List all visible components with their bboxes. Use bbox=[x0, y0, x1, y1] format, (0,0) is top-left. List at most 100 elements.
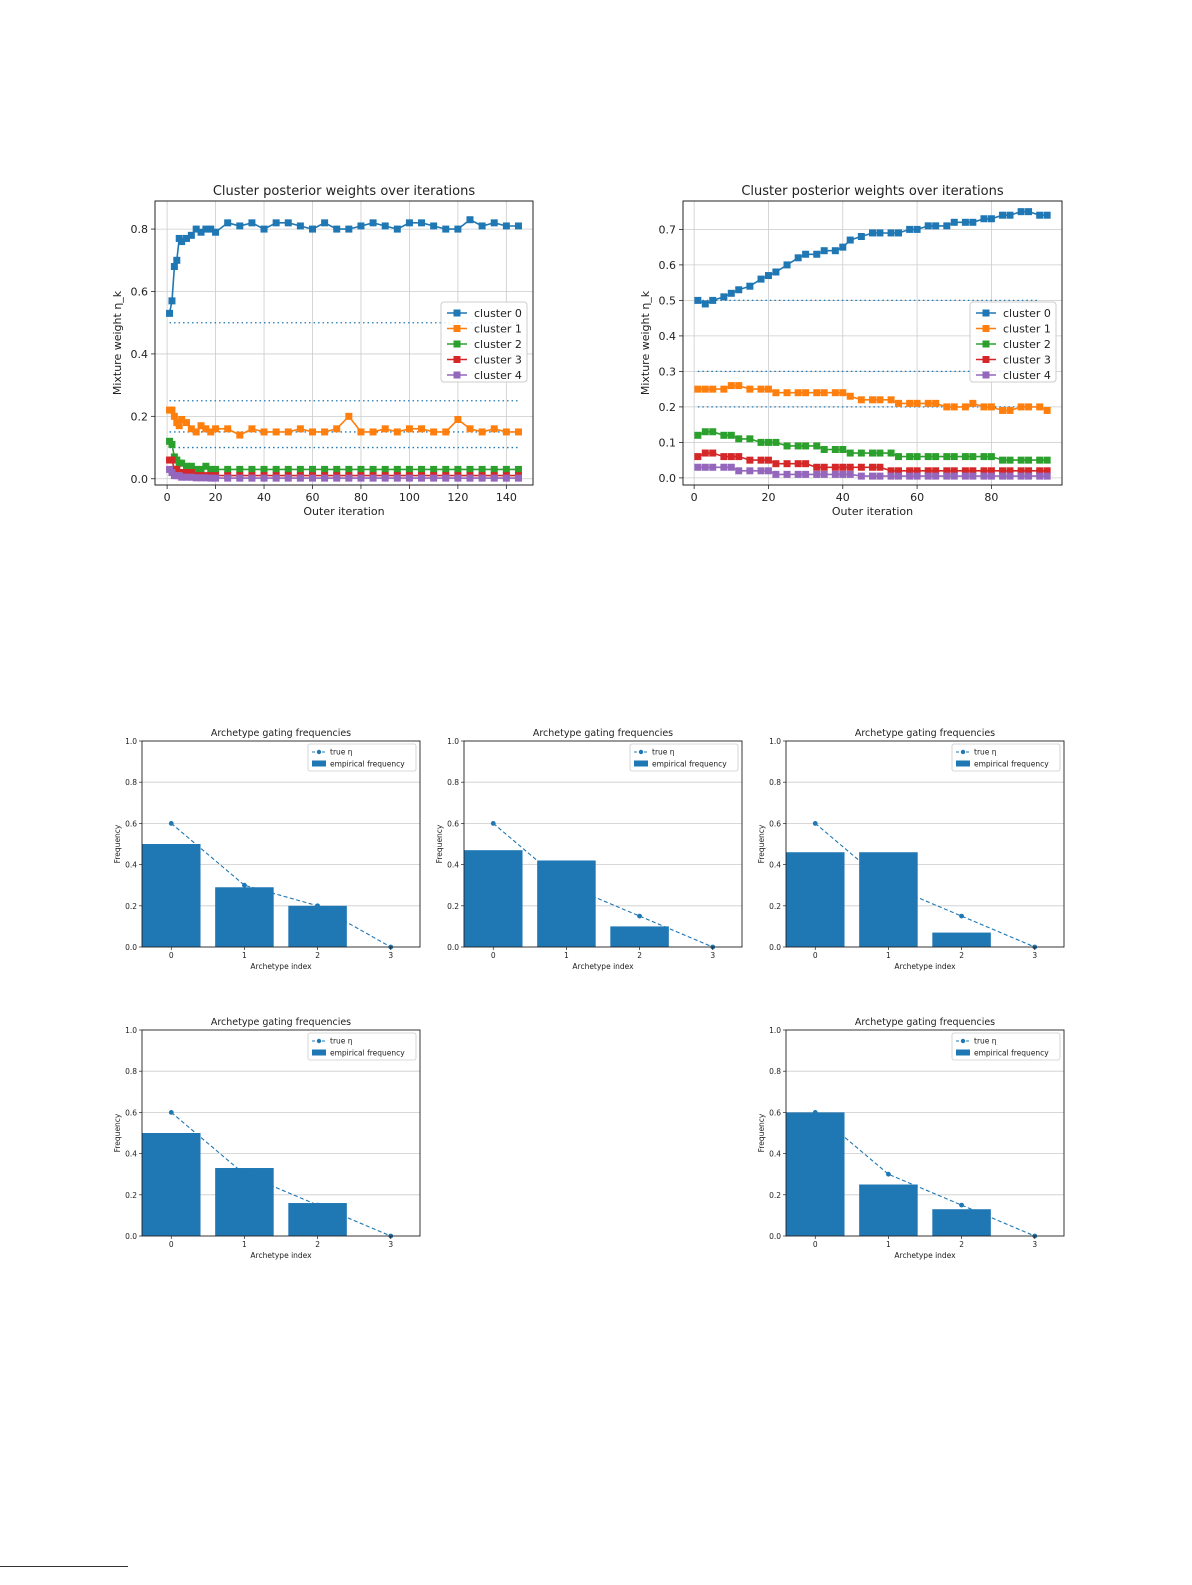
series-point bbox=[514, 465, 522, 473]
series-point bbox=[820, 389, 828, 397]
plot-frame bbox=[141, 740, 421, 948]
x-axis-label: Outer iteration bbox=[832, 505, 913, 518]
x-tick-label: 60 bbox=[910, 491, 924, 504]
bar bbox=[786, 1112, 845, 1236]
legend-label: cluster 3 bbox=[1003, 354, 1051, 367]
series-point bbox=[757, 385, 765, 393]
series-point bbox=[178, 459, 186, 467]
series-point bbox=[735, 453, 743, 461]
series-point bbox=[514, 474, 522, 482]
series-point bbox=[831, 470, 839, 478]
x-tick-label: 0 bbox=[813, 1240, 818, 1249]
series-point bbox=[913, 467, 921, 475]
series-point bbox=[207, 428, 215, 436]
series-point bbox=[502, 465, 510, 473]
series-point bbox=[405, 474, 413, 482]
series-point bbox=[224, 474, 232, 482]
x-tick-label: 120 bbox=[447, 491, 468, 504]
series-point bbox=[720, 453, 728, 461]
series-point bbox=[987, 403, 995, 411]
series-point bbox=[906, 472, 914, 480]
x-axis-label: Archetype index bbox=[894, 962, 956, 971]
x-axis-label: Archetype index bbox=[250, 1251, 312, 1260]
legend-label: cluster 3 bbox=[474, 354, 522, 367]
series-point bbox=[943, 472, 951, 480]
legend-label: cluster 1 bbox=[1003, 323, 1051, 336]
y-axis-label: Frequency bbox=[757, 1113, 766, 1152]
bar bbox=[859, 852, 918, 947]
y-tick-label: 0.6 bbox=[125, 819, 137, 828]
series-point bbox=[192, 428, 200, 436]
series-point bbox=[197, 422, 205, 430]
series-point bbox=[202, 225, 210, 233]
series-point bbox=[178, 473, 186, 481]
series-point bbox=[1006, 456, 1014, 464]
series-point bbox=[170, 263, 178, 271]
series-point bbox=[1025, 208, 1033, 216]
series-point bbox=[1036, 467, 1044, 475]
true-eta-line bbox=[170, 1111, 391, 1237]
series-point bbox=[1036, 472, 1044, 480]
series-point bbox=[333, 225, 341, 233]
legend: true η empirical frequency bbox=[951, 1032, 1061, 1061]
bar bbox=[288, 1203, 347, 1236]
series-point bbox=[187, 425, 195, 433]
y-tick-label: 1.0 bbox=[769, 737, 781, 746]
series-point bbox=[173, 256, 181, 264]
bar-chart-4: 0.0 0.2 0.4 0.6 0.8 1.0 0 1 2 3 true η empirical fr… bbox=[757, 728, 1065, 971]
series-point bbox=[802, 470, 810, 478]
series-point bbox=[924, 472, 932, 480]
series-point bbox=[746, 467, 754, 475]
legend-swatch-bar bbox=[956, 760, 970, 767]
series-point bbox=[212, 474, 220, 482]
series-point bbox=[694, 385, 702, 393]
chart-title: Cluster posterior weights over iteration… bbox=[213, 184, 476, 199]
series-point bbox=[381, 474, 389, 482]
series-point bbox=[393, 474, 401, 482]
series-point bbox=[720, 463, 728, 471]
series-point bbox=[709, 428, 717, 436]
series-point bbox=[820, 446, 828, 453]
legend: cluster 0 cluster 1 cluster 2 cluster 3 clus… bbox=[969, 301, 1057, 383]
series-point bbox=[876, 463, 884, 471]
series-point bbox=[418, 425, 426, 433]
series-point bbox=[961, 467, 969, 475]
series-point bbox=[924, 467, 932, 475]
series-point bbox=[913, 453, 921, 461]
series-point bbox=[405, 219, 413, 227]
y-tick-label: 0.2 bbox=[125, 1191, 137, 1200]
bar bbox=[859, 1184, 918, 1236]
series-point bbox=[820, 463, 828, 471]
series-point bbox=[272, 428, 280, 436]
series-point bbox=[1017, 403, 1025, 411]
y-tick-label: 0.2 bbox=[131, 410, 149, 423]
series-point bbox=[772, 460, 780, 468]
series-point bbox=[846, 449, 854, 457]
true-eta-point bbox=[564, 882, 569, 888]
series-point bbox=[943, 403, 951, 411]
series-point bbox=[846, 236, 854, 244]
series-point bbox=[381, 465, 389, 473]
series-point bbox=[735, 286, 743, 294]
legend-swatch-marker bbox=[982, 325, 990, 332]
series-point bbox=[869, 396, 876, 404]
series-point bbox=[357, 222, 365, 230]
series-point bbox=[345, 412, 353, 420]
x-axis-label: Outer iteration bbox=[303, 505, 384, 518]
legend-swatch-marker bbox=[453, 356, 461, 363]
series-point bbox=[772, 438, 780, 446]
series-point bbox=[869, 472, 876, 480]
legend-box bbox=[307, 1032, 417, 1061]
series-point bbox=[950, 453, 958, 461]
series-point bbox=[187, 462, 195, 470]
series-point bbox=[906, 453, 914, 461]
series-point bbox=[212, 465, 220, 473]
chart-title: Archetype gating frequencies bbox=[533, 728, 673, 739]
series-point bbox=[839, 470, 847, 478]
legend-swatch-bar bbox=[312, 1049, 326, 1056]
series-point bbox=[1036, 456, 1044, 464]
series-point bbox=[727, 289, 735, 297]
series-point bbox=[296, 425, 304, 433]
series-point bbox=[694, 431, 702, 439]
series-point bbox=[999, 467, 1007, 475]
